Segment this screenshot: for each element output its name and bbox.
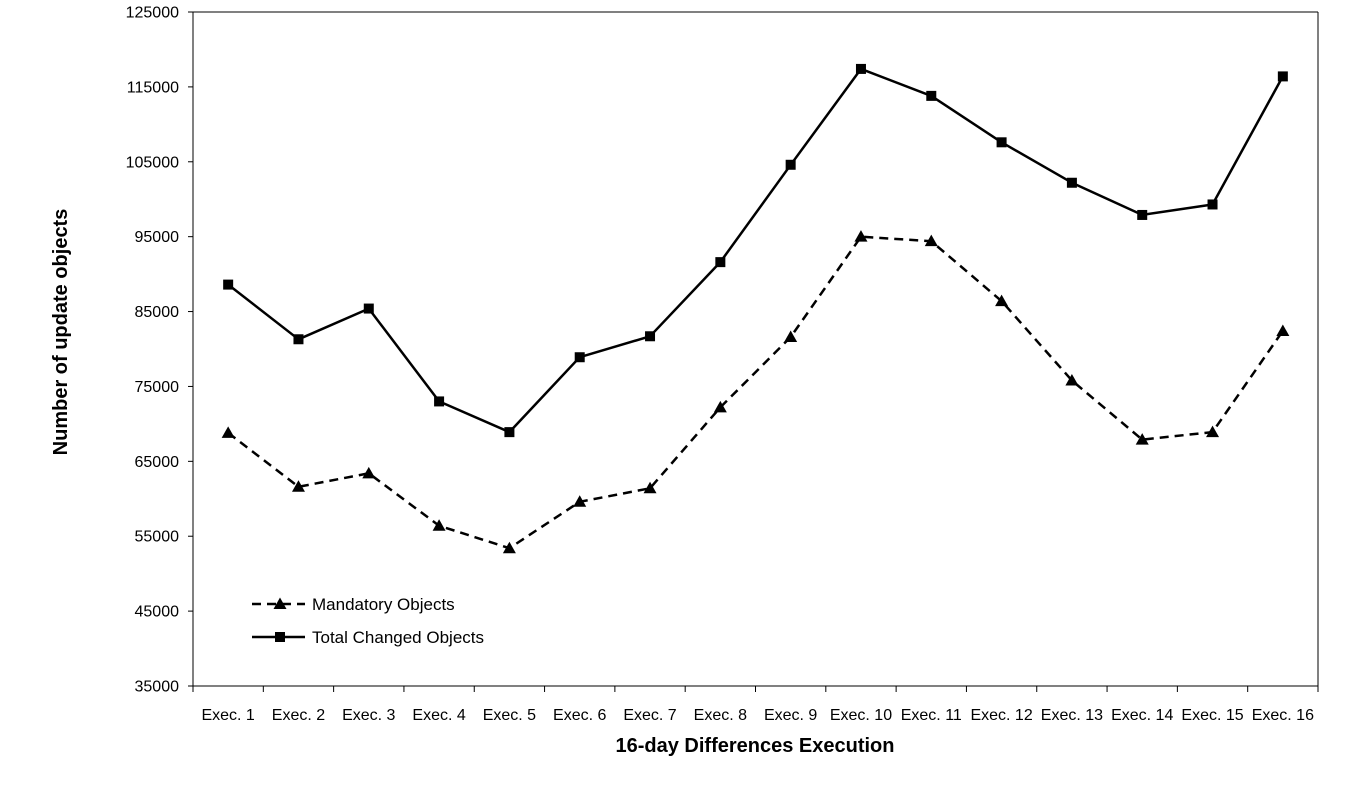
- data-point-triangle: [1206, 425, 1220, 438]
- data-point-triangle: [784, 330, 798, 343]
- data-point-square: [715, 257, 726, 268]
- legend-item-mandatory: Mandatory Objects: [252, 595, 455, 614]
- x-axis-title: 16-day Differences Execution: [616, 735, 895, 757]
- series-line: [227, 235, 1284, 550]
- data-point-triangle: [854, 230, 868, 242]
- data-point-square: [996, 137, 1007, 148]
- data-point-triangle: [924, 234, 938, 247]
- series-0: [221, 230, 1290, 554]
- legend-label-total: Total Changed Objects: [312, 628, 484, 647]
- x-tick-label: Exec. 1: [201, 707, 254, 724]
- x-tick-label: Exec. 11: [901, 707, 962, 724]
- legend-item-total: Total Changed Objects: [252, 628, 484, 647]
- data-point-triangle: [643, 481, 657, 494]
- data-point-triangle: [995, 294, 1009, 307]
- data-point-triangle: [1135, 433, 1149, 445]
- data-point-square: [1066, 177, 1077, 188]
- data-point-triangle: [502, 541, 516, 554]
- x-tick-labels: Exec. 1 Exec. 2 Exec. 3 Exec. 4 Exec. 5 Exec.…: [201, 707, 1314, 724]
- x-tick-label: Exec. 5: [483, 707, 536, 724]
- y-tick-label: 95000: [135, 229, 180, 246]
- data-point-square: [504, 427, 515, 438]
- x-tick-label: Exec. 12: [970, 707, 1032, 724]
- y-tick-label: 85000: [135, 304, 180, 321]
- y-tick-label: 35000: [135, 679, 180, 696]
- y-tick-label: 55000: [135, 529, 180, 546]
- chart-axes: [188, 11, 1319, 692]
- y-tick-labels: 35000 45000 55000 65000 75000 85000 95000 10500…: [126, 5, 179, 696]
- series-1: [223, 63, 1288, 438]
- data-point-square: [574, 352, 585, 363]
- y-tick-label: 65000: [135, 454, 180, 471]
- legend-marker-square: [275, 632, 285, 642]
- series-layer: [221, 63, 1290, 554]
- data-point-triangle: [291, 480, 305, 492]
- legend-marker-triangle: [273, 597, 287, 609]
- x-tick-label: Exec. 4: [412, 707, 465, 724]
- data-point-square: [1277, 71, 1288, 82]
- legend-label-mandatory: Mandatory Objects: [312, 595, 455, 614]
- data-point-square: [855, 63, 866, 74]
- data-point-square: [223, 279, 234, 290]
- data-point-triangle: [221, 426, 235, 438]
- data-point-triangle: [573, 495, 587, 507]
- y-tick-label: 115000: [127, 79, 179, 96]
- legend: Mandatory Objects Total Changed Objects: [252, 595, 484, 647]
- y-tick-label: 125000: [126, 5, 179, 22]
- series-line: [227, 67, 1284, 434]
- data-point-square: [1207, 199, 1218, 210]
- data-point-triangle: [362, 466, 376, 479]
- x-tick-label: Exec. 13: [1041, 707, 1103, 724]
- data-point-triangle: [432, 519, 446, 531]
- x-tick-label: Exec. 8: [694, 707, 747, 724]
- data-point-triangle: [1276, 324, 1290, 337]
- x-tick-label: Exec. 9: [764, 707, 817, 724]
- data-point-square: [293, 334, 304, 345]
- y-axis-title: Number of update objects: [50, 209, 72, 456]
- data-point-triangle: [713, 400, 727, 413]
- data-point-square: [1137, 209, 1148, 220]
- y-tick-label: 75000: [135, 379, 180, 396]
- data-point-square: [926, 90, 937, 101]
- data-point-square: [434, 396, 445, 407]
- x-tick-label: Exec. 16: [1252, 707, 1314, 724]
- data-point-square: [645, 331, 656, 342]
- x-tick-label: Exec. 3: [342, 707, 395, 724]
- y-tick-label: 45000: [135, 604, 180, 621]
- x-tick-label: Exec. 2: [272, 707, 325, 724]
- x-tick-label: Exec. 15: [1181, 707, 1243, 724]
- x-tick-label: Exec. 7: [623, 707, 676, 724]
- x-tick-label: Exec. 10: [830, 707, 892, 724]
- x-tick-label: Exec. 6: [553, 707, 606, 724]
- y-tick-label: 105000: [126, 154, 179, 171]
- data-point-square: [785, 159, 796, 170]
- data-point-square: [363, 303, 374, 314]
- data-point-triangle: [1065, 373, 1079, 386]
- x-tick-label: Exec. 14: [1111, 707, 1173, 724]
